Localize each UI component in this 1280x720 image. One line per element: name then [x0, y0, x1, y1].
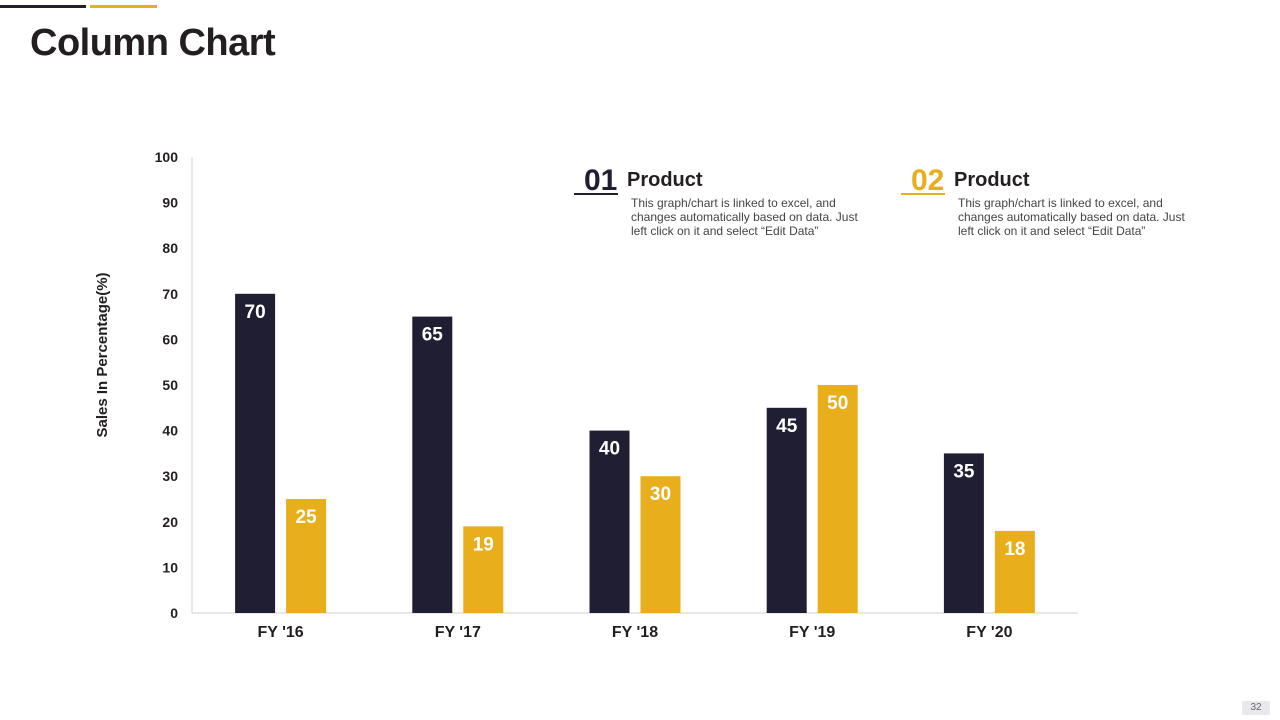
x-tick-label: FY '17 [435, 624, 481, 641]
data-label: 30 [650, 484, 671, 505]
y-tick-label: 100 [155, 149, 179, 165]
y-tick-label: 70 [162, 286, 178, 302]
callout-underline [901, 193, 945, 195]
bar [994, 530, 1035, 613]
bar [766, 407, 807, 613]
y-tick-label: 30 [162, 468, 178, 484]
data-label: 19 [473, 534, 494, 555]
bar [817, 385, 858, 613]
callout-description: This graph/chart is linked to excel, and… [958, 196, 1185, 238]
data-label: 40 [599, 439, 620, 460]
bar [943, 453, 984, 613]
bar [589, 430, 630, 613]
data-label: 50 [827, 393, 848, 414]
y-tick-label: 50 [162, 377, 178, 393]
x-tick-label: FY '18 [612, 624, 658, 641]
y-tick-label: 10 [162, 559, 178, 575]
x-tick-label: FY '20 [966, 624, 1012, 641]
accent-line-dark [0, 5, 86, 8]
bar [286, 499, 327, 613]
y-tick-label: 20 [162, 514, 178, 530]
callout-number: 02 [911, 164, 945, 197]
data-label: 65 [422, 325, 444, 346]
bar [235, 293, 276, 613]
bar [463, 526, 504, 613]
callout-heading: Product [627, 169, 703, 191]
y-axis-title: Sales In Percentage(%) [94, 272, 111, 437]
y-tick-label: 60 [162, 331, 178, 347]
data-label: 35 [953, 461, 975, 482]
bar [412, 316, 453, 613]
callout-underline [574, 193, 618, 195]
x-tick-label: FY '19 [789, 624, 835, 641]
data-label: 45 [776, 416, 798, 437]
slide-title: Column Chart [30, 22, 276, 64]
y-tick-label: 80 [162, 240, 178, 256]
y-tick-label: 0 [170, 605, 178, 621]
data-label: 18 [1004, 539, 1025, 560]
accent-line-gold [90, 5, 157, 8]
data-label: 70 [245, 302, 266, 323]
data-label: 25 [296, 507, 318, 528]
y-tick-label: 40 [162, 423, 178, 439]
bar [640, 476, 681, 613]
callout-description: This graph/chart is linked to excel, and… [631, 196, 858, 238]
callout-number: 01 [584, 164, 618, 197]
x-tick-label: FY '16 [257, 624, 303, 641]
page-number: 32 [1242, 701, 1270, 715]
y-tick-label: 90 [162, 195, 178, 211]
callout-heading: Product [954, 169, 1030, 191]
